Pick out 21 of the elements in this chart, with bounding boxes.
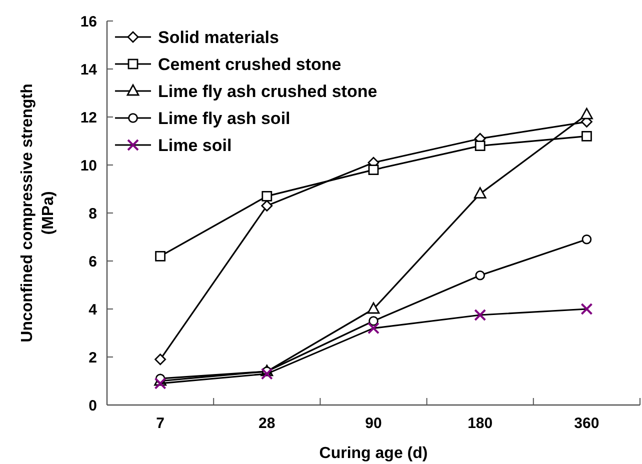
legend-label: Lime fly ash crushed stone [158,82,378,101]
y-tick-label: 10 [80,157,97,174]
legend-label: Lime soil [158,136,232,155]
x-tick-label: 7 [156,415,164,432]
legend-label: Cement crushed stone [158,54,342,74]
y-tick-label: 12 [80,109,97,126]
x-tick-label: 28 [258,415,276,432]
legend-label: Lime fly ash soil [158,108,290,128]
x-tick-label: 180 [468,415,493,432]
y-tick-label: 4 [88,301,98,318]
y-axis-title: Unconfined compressive strength (MPa) [19,84,57,342]
y-tick-label: 0 [88,397,97,414]
legend-label: Solid materials [158,28,279,47]
y-tick-label: 16 [80,13,97,30]
y-tick-label: 8 [88,205,97,222]
x-tick-label: 90 [365,415,382,432]
y-tick-label: 2 [88,349,97,366]
x-tick-label: 360 [574,415,600,432]
y-tick-label: 14 [80,61,98,78]
y-tick-label: 6 [88,253,97,270]
x-axis-title: Curing age (d) [319,445,428,462]
